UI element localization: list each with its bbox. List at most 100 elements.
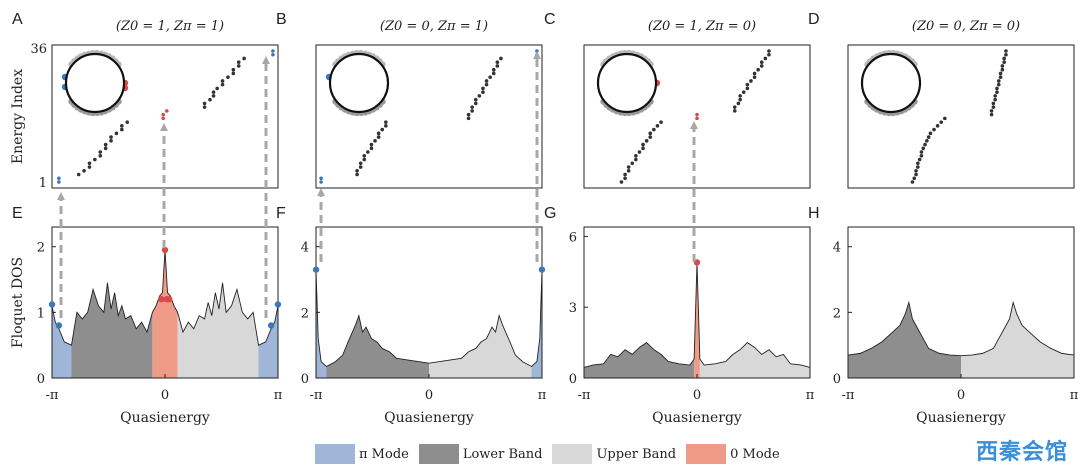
scatter-point <box>916 161 920 166</box>
dos-curve <box>847 300 1075 357</box>
scatter-point <box>473 97 478 102</box>
ytick-label: 3 <box>569 301 577 316</box>
scatter-point <box>652 127 656 132</box>
legend-label-pi: π Mode <box>359 446 409 462</box>
x-axis-label: Quasienergy <box>916 410 1006 426</box>
scatter-point <box>98 150 103 154</box>
ytick-label: 36 <box>30 42 47 57</box>
ytick-label: 0 <box>301 372 309 387</box>
scatter-point <box>989 112 994 117</box>
scatter-point <box>996 82 1001 87</box>
x-axis-label: Quasienergy <box>120 410 210 426</box>
upper-band-region <box>429 315 532 378</box>
panel-title-B: (Z0 = 0, Zπ = 1) <box>380 19 488 34</box>
inset-circle <box>860 52 922 114</box>
legend-item-pi: π Mode <box>315 444 409 464</box>
scatter-point <box>481 90 485 94</box>
scatter-point <box>161 116 166 121</box>
lower-band-region <box>71 282 153 378</box>
scatter-point <box>637 150 642 154</box>
scatter-point <box>82 168 86 173</box>
scatter-point <box>211 90 216 94</box>
y-axis-label: Floquet DOS <box>10 257 26 348</box>
scatter-point <box>220 82 225 87</box>
axes-box <box>847 44 1075 189</box>
pi-mode-region <box>316 269 327 378</box>
scatter-point <box>362 157 367 162</box>
scatter-point <box>641 146 645 151</box>
panel-title-A: (Z0 = 1, Zπ = 1) <box>116 19 224 34</box>
panel-label-B: B <box>276 11 287 28</box>
ytick-label: 4 <box>301 241 309 256</box>
scatter-point <box>626 168 631 173</box>
scatter-point <box>202 101 207 106</box>
dos-marker <box>312 266 320 273</box>
scatter-panel-C: C (Z0 = 1, Zπ = 0) <box>544 11 811 189</box>
scatter-point <box>466 116 471 121</box>
scatter-point <box>491 67 496 72</box>
watermark-logo: 西秦会馆 <box>976 440 1069 465</box>
scatter-point <box>473 101 478 106</box>
scatter-point <box>355 172 359 177</box>
scatter-point <box>220 79 225 83</box>
scatter-point <box>369 146 374 151</box>
legend: π Mode Lower Band Upper Band 0 Mode <box>315 444 790 464</box>
scatter-point <box>87 161 92 166</box>
scatter-point <box>271 52 275 57</box>
lower-band-region <box>848 302 961 378</box>
lower-band-region <box>584 342 695 378</box>
scatter-point <box>484 79 489 83</box>
inset-circle <box>64 52 126 114</box>
zero-mode-region <box>152 249 178 378</box>
scatter-point <box>215 86 219 91</box>
legend-label-lower: Lower Band <box>462 446 543 462</box>
lower-band-region <box>326 315 429 378</box>
ytick-label: 1 <box>39 176 47 191</box>
ytick-label: 1 <box>37 306 45 321</box>
scatter-point <box>917 157 922 162</box>
scatter-point <box>103 146 108 151</box>
scatter-point <box>87 165 92 169</box>
scatter-point <box>991 101 996 106</box>
axes-box <box>583 44 811 189</box>
panel-title-C: (Z0 = 1, Zπ = 0) <box>648 19 756 34</box>
scatter-point <box>763 56 768 61</box>
xtick-label: 0 <box>425 388 433 403</box>
scatter-point <box>164 109 169 113</box>
scatter-point <box>470 105 474 109</box>
scatter-point <box>919 154 924 158</box>
panel-title-D: (Z0 = 0, Zπ = 0) <box>912 19 1020 34</box>
inset-ring <box>61 49 129 117</box>
scatter-point <box>623 172 627 177</box>
scatter-point <box>120 124 124 128</box>
scatter-point <box>634 157 638 162</box>
x-axis-label: Quasienergy <box>384 410 474 426</box>
scatter-point <box>759 64 764 68</box>
scatter-point <box>928 131 933 136</box>
scatter-point <box>271 49 275 53</box>
ytick-label: 6 <box>569 230 577 245</box>
legend-swatch-lower <box>418 444 459 464</box>
scatter-point <box>745 82 750 87</box>
scatter-point <box>738 94 742 98</box>
xtick-label: π <box>1070 388 1079 403</box>
ytick-label: 2 <box>37 241 45 256</box>
scatter-point <box>623 176 627 181</box>
scatter-point <box>634 154 638 158</box>
scatter-point <box>109 139 113 143</box>
scatter-point <box>362 154 367 158</box>
inset-ring <box>860 49 922 117</box>
scatter-point <box>231 71 236 76</box>
ytick-label: 0 <box>37 372 45 387</box>
legend-item-zero: 0 Mode <box>686 444 780 464</box>
scatter-point <box>1002 60 1006 65</box>
scatter-point <box>921 146 926 151</box>
scatter-point <box>923 142 927 147</box>
scatter-point <box>114 131 119 136</box>
dos-marker <box>267 322 275 329</box>
scatter-point <box>736 101 741 106</box>
scatter-point <box>242 56 246 61</box>
scatter-point <box>914 172 918 177</box>
